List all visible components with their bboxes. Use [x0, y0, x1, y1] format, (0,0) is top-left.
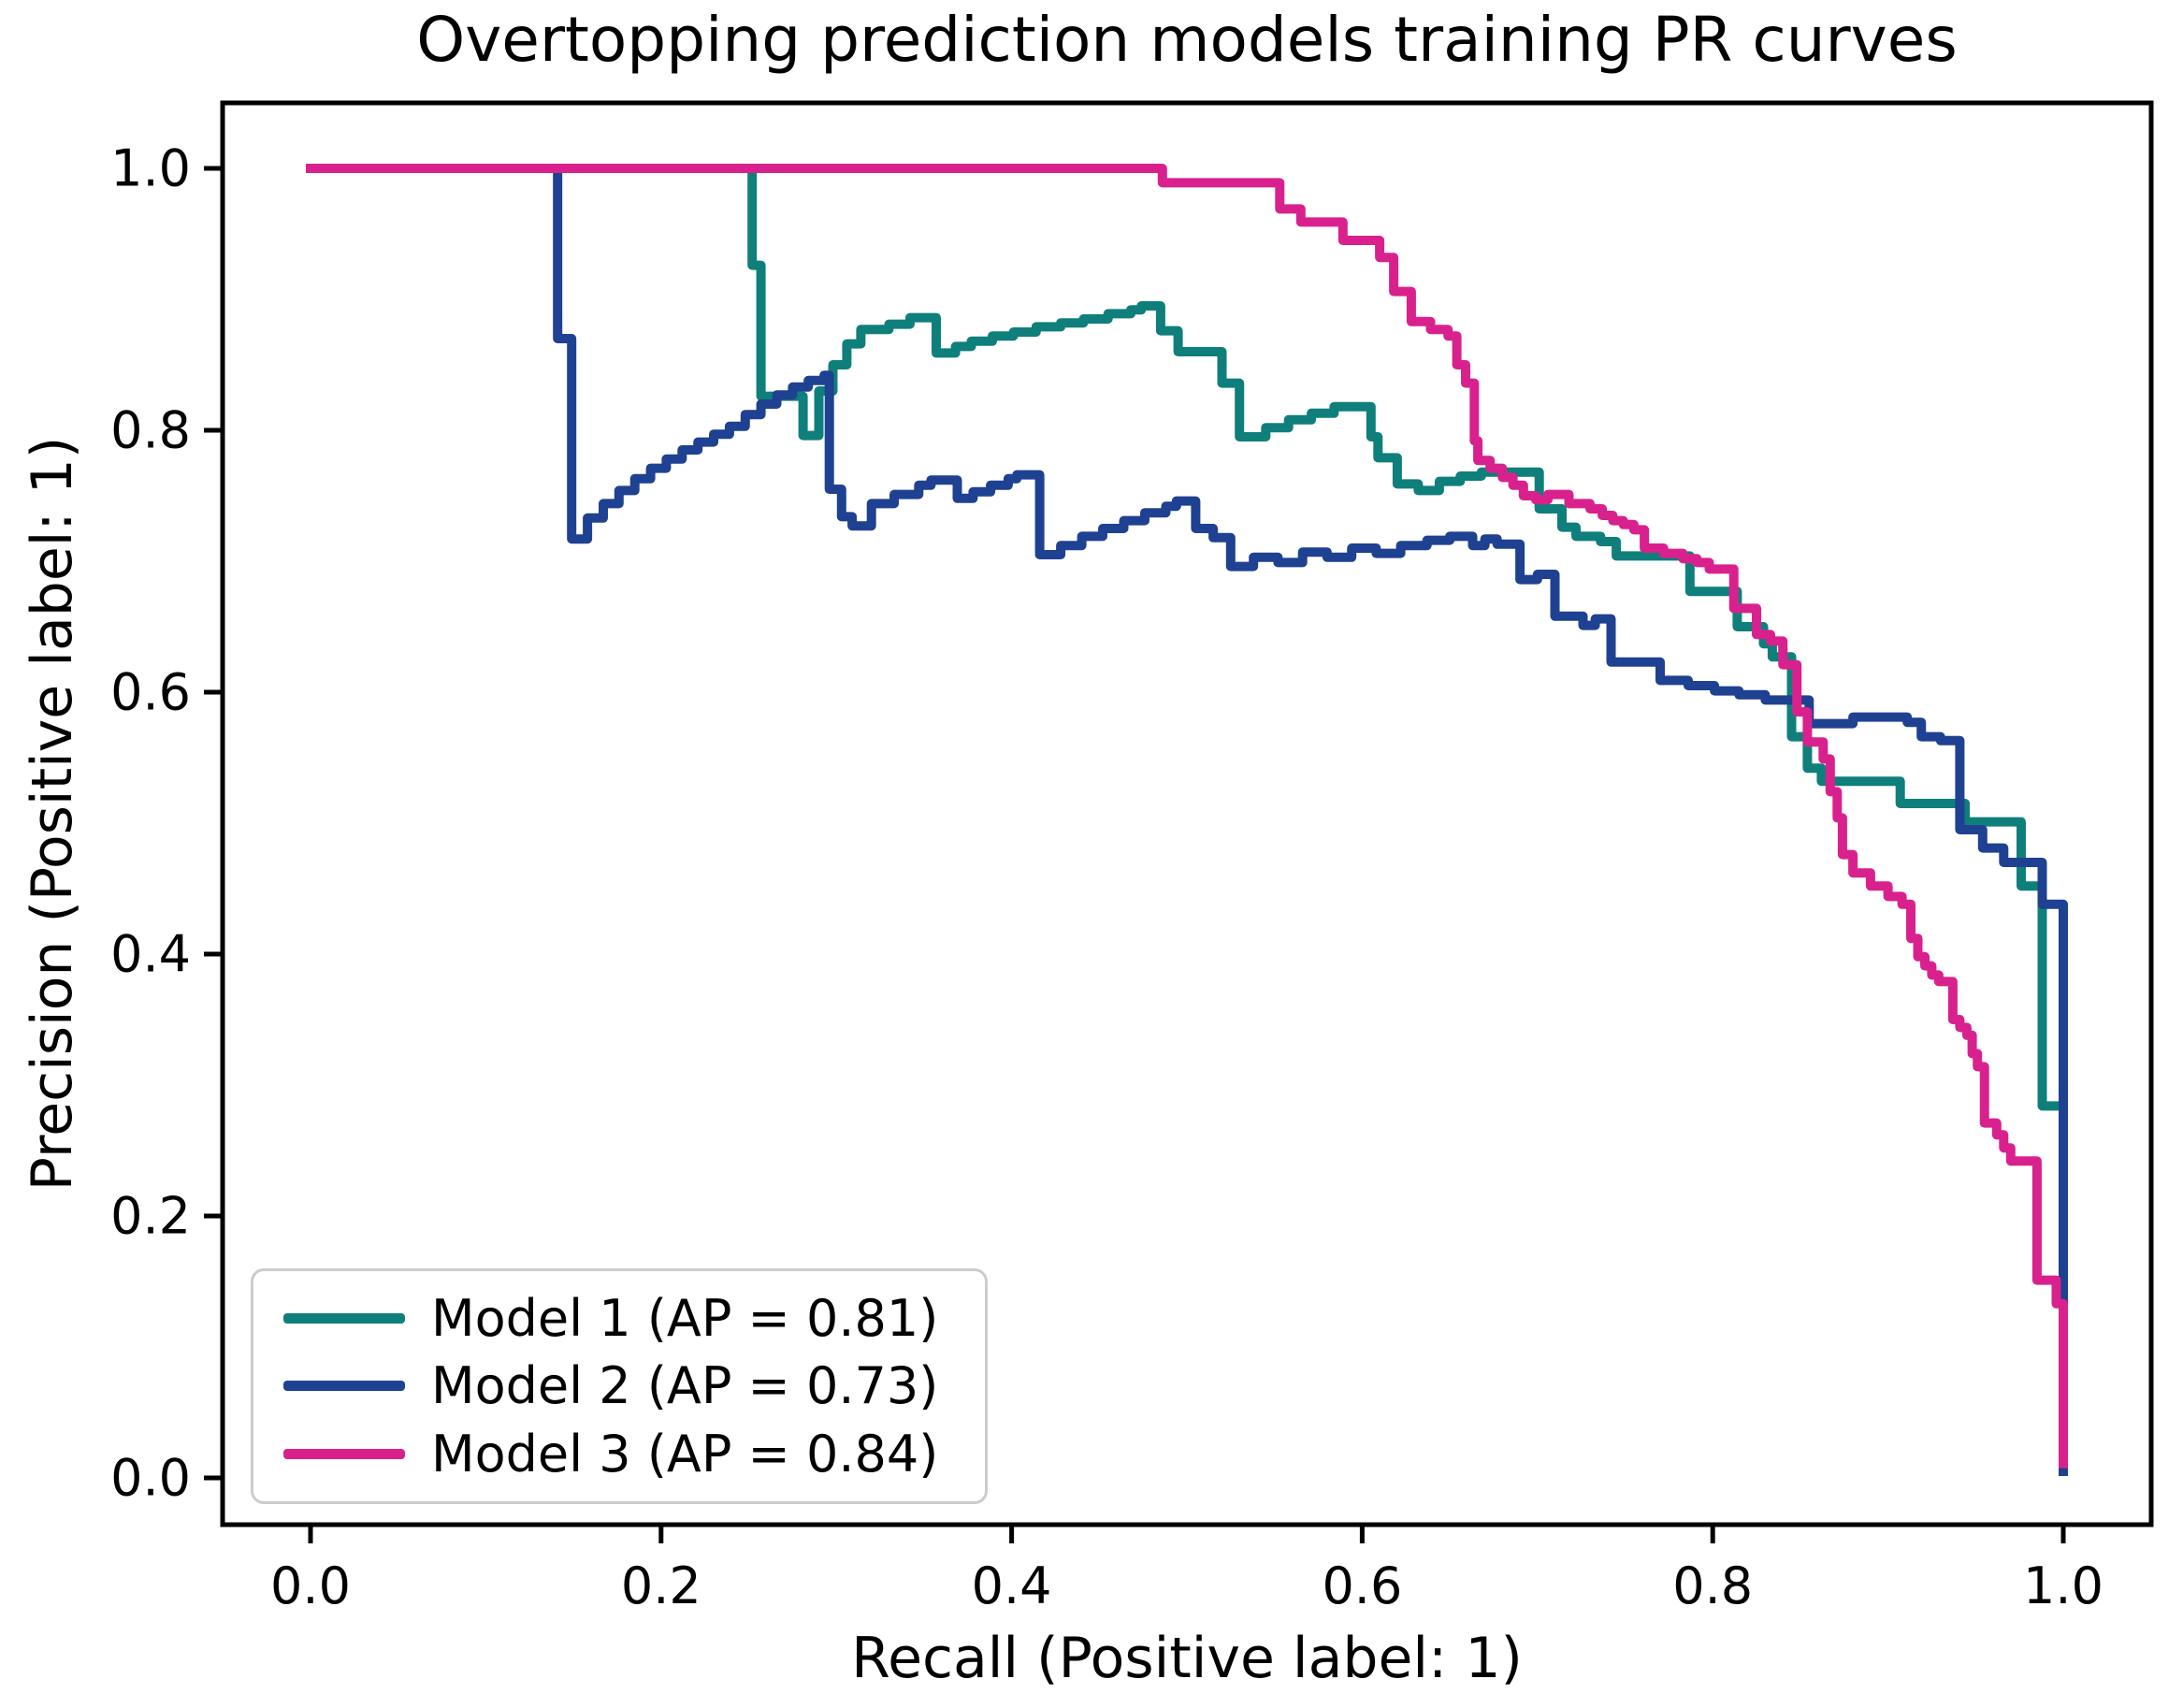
x-axis-label: Recall (Positive label: 1) [851, 1626, 1523, 1691]
y-tick-label: 0.8 [110, 400, 191, 460]
legend-row-model-3: Model 3 (AP = 0.84) [263, 1425, 976, 1484]
legend-label-model-1: Model 1 (AP = 0.81) [431, 1288, 939, 1348]
x-tick-label: 0.4 [971, 1556, 1052, 1615]
x-tick-label: 0.0 [270, 1556, 351, 1615]
x-tick-label: 0.8 [1672, 1556, 1754, 1615]
x-tick-label: 0.6 [1322, 1556, 1403, 1615]
x-tick-label: 0.2 [620, 1556, 701, 1615]
legend-line-model-1-icon [283, 1312, 405, 1324]
pr-curve-model-1 [306, 164, 2068, 1111]
legend-row-model-1: Model 1 (AP = 0.81) [263, 1289, 976, 1348]
y-tick-label: 1.0 [110, 138, 191, 198]
pr-curve-model-2 [306, 164, 2068, 1476]
y-tick-label: 0.2 [110, 1186, 191, 1246]
y-axis-label: Precision (Positive label: 1) [20, 436, 85, 1192]
legend-label-model-2: Model 2 (AP = 0.73) [431, 1356, 939, 1416]
legend: Model 1 (AP = 0.81) Model 2 (AP = 0.73) … [251, 1268, 988, 1504]
y-tick-label: 0.0 [110, 1448, 191, 1508]
y-tick-label: 0.4 [110, 924, 191, 984]
legend-line-model-3-icon [283, 1449, 405, 1460]
axes-spines [220, 100, 2154, 1527]
legend-label-model-3: Model 3 (AP = 0.84) [431, 1425, 939, 1484]
chart-title: Overtopping prediction models training P… [416, 4, 1958, 76]
legend-line-model-2-icon [283, 1381, 405, 1392]
x-tick-label: 1.0 [2023, 1556, 2103, 1615]
pr-curve-model-3 [306, 164, 2068, 1469]
legend-row-model-2: Model 2 (AP = 0.73) [263, 1356, 976, 1415]
y-tick-label: 0.6 [110, 662, 191, 722]
